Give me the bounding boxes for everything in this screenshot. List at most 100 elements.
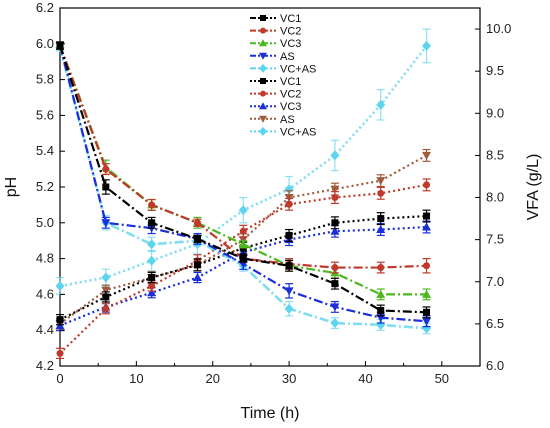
marker-triangle-up [422,289,432,298]
marker-circle [377,264,385,272]
marker-diamond [330,150,340,161]
y-right-tick-label: 10.0 [486,21,511,36]
marker-triangle-down [101,219,111,228]
legend-label: VC3 [280,38,301,50]
x-tick-label: 50 [435,371,449,386]
y-right-tick-label: 6.0 [486,358,504,373]
series-layer [55,28,432,360]
marker-square [148,274,156,282]
marker-triangle-up [259,39,267,47]
y-left-tick-label: 4.6 [36,286,54,301]
marker-circle [102,305,110,313]
x-tick-label: 10 [129,371,143,386]
marker-square [285,262,293,270]
marker-circle [239,227,247,235]
y-left-tick-label: 5.8 [36,72,54,87]
y-left-axis-title: pH [3,177,20,197]
marker-square [377,215,385,223]
marker-triangle-up [330,226,340,235]
x-tick-label: 40 [358,371,372,386]
marker-square [193,235,201,243]
marker-diamond [422,40,432,51]
marker-triangle-down [422,151,432,160]
marker-diamond [55,280,65,291]
y-left-tick-label: 4.8 [36,251,54,266]
legend-label: VC3 [280,101,301,113]
series-line [58,45,427,314]
marker-triangle-down [284,287,294,296]
marker-circle [423,181,431,189]
marker-circle [148,201,156,209]
y-right-tick-label: 7.5 [486,232,504,247]
marker-square [102,293,110,301]
x-tick-label: 30 [282,371,296,386]
series-line [58,47,427,330]
marker-square [148,219,156,227]
series-left-as [55,41,432,328]
legend-label: VC2 [280,26,301,38]
series-left-vc-as [55,42,432,335]
legend-label: VC2 [280,89,301,101]
legend-label: VC+AS [280,126,316,138]
marker-square [423,308,431,316]
marker-diamond [147,255,157,266]
y-left-tick-label: 6.2 [36,0,54,15]
axes-layer: 0 10 20 30 40 50 4.2 4.4 4.6 4.8 5.0 5.2 5.4 5.6 5.8 6.… [36,0,511,386]
marker-triangle-up [376,289,386,298]
marker-triangle-down [376,177,386,186]
marker-square [285,231,293,239]
y-right-axis-title: VFA (g/L) [525,154,542,221]
marker-triangle-up [376,225,386,234]
marker-triangle-up [259,102,267,110]
marker-diamond [238,205,248,216]
marker-circle [102,165,110,173]
marker-diamond [376,99,386,110]
marker-triangle-up [422,222,432,231]
y-right-tick-label: 8.0 [486,190,504,205]
marker-square [377,307,385,315]
marker-diamond [376,319,386,330]
series-left-vc1 [56,41,431,319]
marker-circle [193,219,201,227]
marker-diamond [147,239,157,250]
marker-diamond [259,63,267,73]
marker-triangle-down [330,185,340,194]
x-axis-title: Time (h) [241,405,300,422]
marker-diamond [422,323,432,334]
marker-diamond [330,318,340,329]
y-right-tick-label: 8.5 [486,147,504,162]
legend-label: AS [280,51,295,63]
marker-square [56,316,64,324]
y-left-tick-label: 5.6 [36,107,54,122]
legend-label: AS [280,114,295,126]
marker-triangle-down [101,286,111,295]
legend-label: VC1 [280,13,301,25]
y-left-tick-label: 5.2 [36,179,54,194]
marker-circle [377,189,385,197]
marker-square [260,78,266,84]
marker-diamond [284,184,294,195]
marker-square [56,42,64,50]
marker-circle [56,349,64,357]
marker-square [260,15,266,21]
legend-label: VC1 [280,76,301,88]
marker-triangle-up [147,288,157,297]
marker-circle [423,262,431,270]
marker-triangle-down [259,52,267,60]
x-tick-label: 0 [56,371,63,386]
marker-square [331,280,339,288]
marker-circle [331,264,339,272]
marker-circle [260,90,266,97]
marker-square [193,261,201,269]
marker-triangle-up [192,273,202,282]
marker-square [239,255,247,263]
y-right-tick-label: 9.0 [486,105,504,120]
y-left-tick-label: 5.0 [36,215,54,230]
y-left-tick-label: 6.0 [36,36,54,51]
marker-diamond [259,126,267,136]
marker-triangle-down [330,303,340,312]
y-right-tick-label: 9.5 [486,63,504,78]
x-tick-label: 20 [205,371,219,386]
